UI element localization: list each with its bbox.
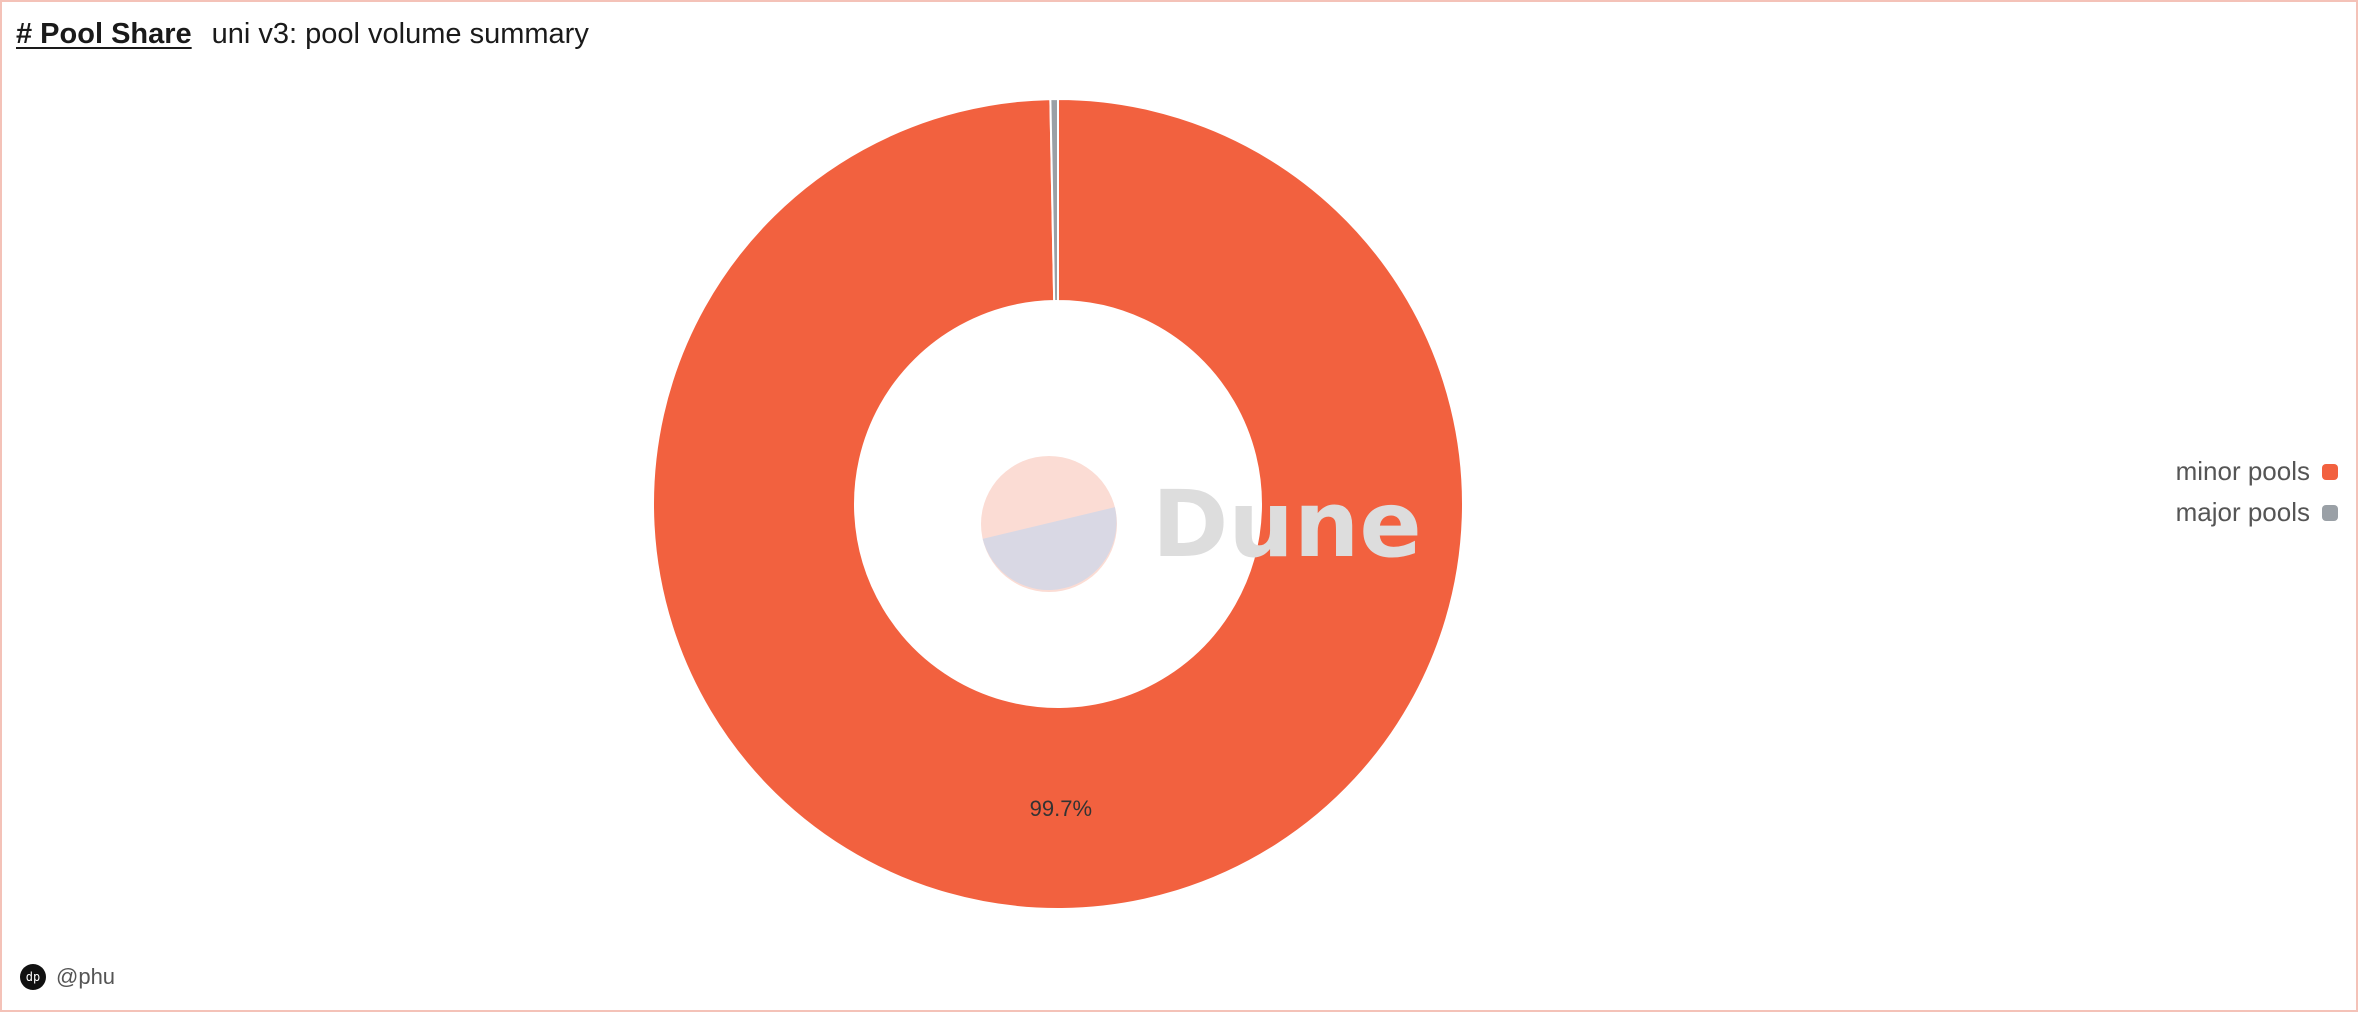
query-name: uni v3: pool volume summary — [211, 18, 589, 50]
dune-watermark: Dune — [981, 456, 1422, 592]
legend-swatch — [2322, 463, 2338, 480]
visualization-title-link[interactable]: # Pool Share — [16, 18, 192, 50]
chart-legend: minor pools major pools — [2176, 456, 2338, 528]
dune-logo-icon — [981, 456, 1117, 592]
author-handle[interactable]: @phu — [56, 964, 116, 989]
slice-labels: 99.7% — [1030, 796, 1092, 821]
legend-item-minor-pools[interactable]: minor pools — [2176, 456, 2338, 487]
legend-label: minor pools — [2175, 456, 2310, 486]
legend-label: major pools — [2175, 497, 2310, 527]
legend-swatch — [2322, 504, 2338, 521]
watermark-text: Dune — [1152, 471, 1422, 578]
donut-slices — [652, 97, 1464, 910]
chart-footer: dp @phu — [20, 964, 115, 990]
chart-header: # Pool Share uni v3: pool volume summary — [16, 18, 589, 51]
donut-slice-major-pools[interactable] — [1049, 97, 1059, 303]
legend-item-major-pools[interactable]: major pools — [2176, 497, 2338, 528]
slice-value-label: 99.7% — [1030, 796, 1092, 821]
donut-slice-minor-pools[interactable] — [652, 97, 1464, 910]
user-avatar-icon[interactable]: dp — [20, 964, 46, 990]
